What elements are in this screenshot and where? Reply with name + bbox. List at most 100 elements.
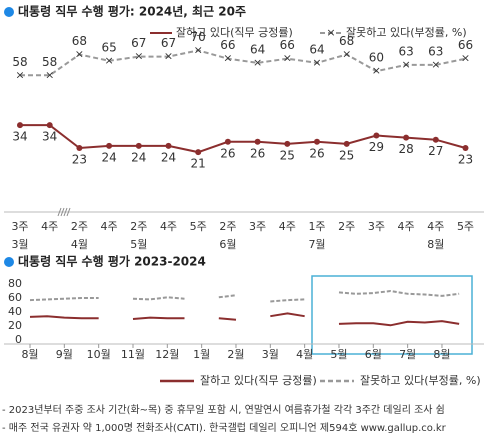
x-tick-label: 5주 — [457, 220, 474, 233]
x-tick-label: 1월 — [193, 348, 210, 361]
data-label: 24 — [131, 150, 146, 164]
data-label: 34 — [12, 130, 27, 144]
month-label: 7월 — [308, 238, 325, 251]
data-label: 26 — [220, 146, 235, 160]
x-tick-label: 2월 — [227, 348, 244, 361]
point: × — [283, 52, 292, 65]
x-tick-label: 3주 — [249, 220, 266, 233]
x-tick-label: 5월 — [330, 348, 347, 361]
data-label: 23 — [458, 153, 473, 167]
x-tick-label: 2주 — [338, 220, 355, 233]
x-tick-label: 4주 — [427, 220, 444, 233]
axis-break — [57, 207, 71, 217]
data-label: 24 — [161, 150, 176, 164]
data-label: 63 — [428, 44, 443, 58]
point — [284, 140, 291, 147]
point — [17, 122, 23, 129]
data-label: 66 — [458, 38, 473, 52]
point — [135, 142, 142, 149]
y-tick-label: 40 — [8, 305, 22, 318]
x-tick-label: 3주 — [11, 220, 28, 233]
x-tick-label: 3주 — [368, 220, 385, 233]
x-tick-label: 2주 — [130, 220, 147, 233]
data-label: 70 — [191, 30, 206, 44]
note: - 매주 전국 유권자 약 1,000명 전화조사(CATI). 한국갤럽 데일… — [2, 422, 447, 434]
data-label: 68 — [339, 34, 354, 48]
data-label: 67 — [161, 36, 176, 50]
legend-marker: × — [326, 26, 335, 39]
point — [254, 138, 261, 145]
x-tick-label: 3월 — [262, 348, 279, 361]
title-dot — [4, 7, 14, 17]
x-tick-label: 11월 — [121, 348, 145, 361]
data-label: 66 — [280, 38, 295, 52]
point: × — [164, 50, 173, 63]
point — [462, 145, 469, 151]
data-label: 21 — [191, 157, 206, 171]
point: × — [104, 54, 113, 67]
x-tick-label: 2주 — [71, 220, 88, 233]
y-tick-label: 80 — [8, 277, 22, 290]
point: × — [223, 52, 232, 65]
x-tick-label: 2주 — [219, 220, 236, 233]
y-tick-label: 20 — [8, 319, 22, 332]
x-tick-label: 5주 — [190, 220, 207, 233]
data-label: 26 — [309, 146, 324, 160]
x-tick-label: 10월 — [87, 348, 111, 361]
point — [165, 142, 172, 149]
point: × — [15, 68, 24, 81]
data-label: 64 — [250, 42, 265, 56]
point: × — [194, 43, 203, 56]
y-tick-label: 0 — [15, 333, 22, 346]
x-tick-label: 4주 — [279, 220, 296, 233]
data-label: 65 — [101, 40, 116, 54]
legend-label: 잘하고 있다(직무 긍정률) — [200, 373, 317, 387]
data-label: 66 — [220, 38, 235, 52]
point — [224, 138, 231, 145]
point — [373, 132, 380, 139]
x-tick-label: 4월 — [296, 348, 313, 361]
point — [432, 136, 439, 143]
series-line — [20, 124, 466, 154]
point — [76, 145, 83, 151]
data-label: 67 — [131, 36, 146, 50]
data-label: 29 — [369, 140, 384, 154]
x-tick-label: 8월 — [433, 348, 450, 361]
x-tick-label: 12월 — [155, 348, 179, 361]
y-tick-label: 60 — [8, 291, 22, 304]
x-tick-label: 4주 — [101, 220, 118, 233]
data-label: 58 — [42, 55, 57, 69]
point — [343, 140, 350, 147]
point: × — [431, 58, 440, 71]
month-label: 3월 — [11, 238, 28, 251]
data-label: 60 — [369, 51, 384, 65]
point: × — [75, 48, 84, 61]
point: × — [312, 56, 321, 69]
point — [106, 142, 113, 149]
point: × — [342, 48, 351, 61]
legend-label: 잘못하고 있다(부정률, %) — [360, 373, 481, 387]
highlight-box — [311, 275, 473, 355]
chart-title: 대통령 직무 수행 평가: 2024년, 최근 20주 — [18, 4, 246, 19]
x-tick-label: 4주 — [41, 220, 58, 233]
data-label: 68 — [72, 34, 87, 48]
title-dot — [4, 257, 14, 267]
x-tick-label: 4주 — [398, 220, 415, 233]
series-line — [29, 312, 460, 327]
point — [314, 138, 320, 145]
data-label: 27 — [428, 144, 443, 158]
x-tick-label: 4주 — [160, 220, 177, 233]
point: × — [372, 64, 381, 77]
series-line — [20, 49, 466, 77]
x-tick-label: 7월 — [399, 348, 416, 361]
data-label: 25 — [280, 148, 295, 162]
month-label: 5월 — [130, 238, 147, 251]
chart-title: 대통령 직무 수행 평가 2023-2024 — [18, 254, 206, 269]
data-label: 26 — [250, 146, 265, 160]
data-label: 58 — [12, 55, 27, 69]
data-label: 64 — [309, 42, 324, 56]
data-label: 24 — [101, 150, 116, 164]
x-tick-label: 1주 — [308, 220, 325, 233]
month-label: 8월 — [427, 238, 444, 251]
